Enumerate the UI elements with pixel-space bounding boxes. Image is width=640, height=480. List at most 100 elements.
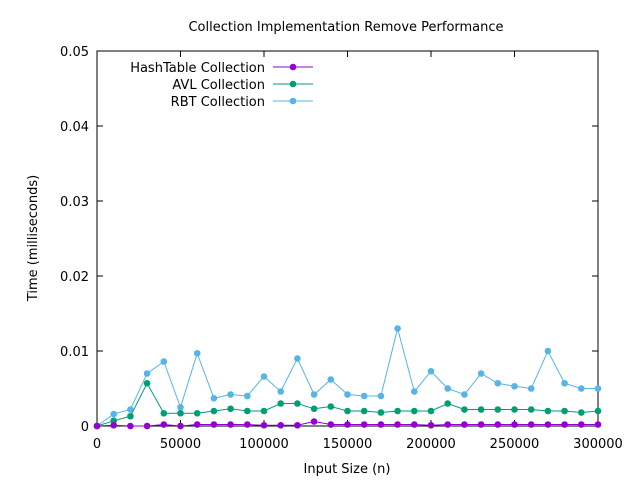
data-point-hashtable-collection [160, 421, 168, 428]
data-point-hashtable-collection [177, 422, 184, 430]
data-point-hashtable-collection [210, 421, 218, 428]
data-point-avl-collection [193, 409, 201, 417]
data-point-rbt-collection [127, 406, 134, 413]
data-point-rbt-collection [427, 367, 435, 375]
legend-label: RBT Collection [171, 95, 265, 110]
series-line-avl-collection [96, 382, 599, 427]
legend-swatch-marker [289, 97, 297, 105]
data-point-rbt-collection [294, 355, 301, 362]
data-point-hashtable-collection [127, 422, 134, 430]
data-point-hashtable-collection [193, 421, 201, 428]
x-tick-label: 300000 [573, 437, 623, 452]
data-point-hashtable-collection [578, 421, 585, 428]
data-point-hashtable-collection [461, 421, 468, 428]
data-point-hashtable-collection [411, 421, 418, 428]
legend-label: HashTable Collection [130, 61, 265, 76]
data-point-hashtable-collection [444, 421, 452, 428]
data-point-rbt-collection [193, 349, 201, 357]
data-point-avl-collection [427, 407, 435, 415]
y-tick-label: 0.02 [60, 270, 89, 285]
data-point-rbt-collection [544, 347, 552, 355]
data-point-avl-collection [260, 407, 268, 415]
data-point-avl-collection [377, 409, 385, 416]
data-point-rbt-collection [277, 388, 285, 395]
data-point-avl-collection [594, 407, 602, 415]
data-point-rbt-collection [310, 391, 318, 398]
data-point-hashtable-collection [427, 421, 435, 429]
data-point-avl-collection [143, 379, 151, 387]
data-point-hashtable-collection [327, 421, 335, 428]
data-point-avl-collection [511, 406, 518, 413]
data-point-avl-collection [544, 407, 552, 415]
data-point-rbt-collection [244, 392, 251, 400]
data-point-rbt-collection [411, 388, 418, 395]
data-point-avl-collection [160, 409, 168, 417]
x-tick-label: 150000 [323, 437, 373, 452]
data-point-rbt-collection [344, 391, 351, 398]
data-point-avl-collection [210, 407, 218, 415]
data-point-avl-collection [411, 407, 418, 415]
data-point-hashtable-collection [360, 421, 368, 428]
data-point-hashtable-collection [227, 421, 234, 428]
y-tick-label: 0.04 [60, 120, 89, 135]
data-point-hashtable-collection [527, 421, 535, 428]
data-point-rbt-collection [227, 391, 234, 398]
series-rbt-collection [93, 325, 602, 430]
data-point-hashtable-collection [143, 422, 151, 430]
data-point-hashtable-collection [277, 421, 285, 429]
y-tick-label: 0.03 [60, 195, 89, 210]
data-point-rbt-collection [494, 379, 502, 387]
data-point-avl-collection [294, 400, 301, 407]
data-point-rbt-collection [594, 385, 602, 392]
data-point-hashtable-collection [494, 421, 502, 428]
data-point-avl-collection [277, 400, 285, 407]
data-point-avl-collection [477, 406, 485, 413]
data-point-hashtable-collection [244, 421, 251, 428]
data-point-hashtable-collection [110, 421, 117, 429]
legend-label: AVL Collection [172, 78, 265, 93]
data-point-hashtable-collection [394, 421, 401, 428]
x-tick-label: 100000 [239, 437, 289, 452]
data-point-rbt-collection [394, 325, 401, 332]
axis-ticks: 0 50000 100000 150000 200000 250000 300000 0 0.0… [60, 45, 623, 452]
data-point-hashtable-collection [377, 421, 385, 428]
legend-swatch-marker [289, 63, 297, 71]
data-point-hashtable-collection [561, 421, 568, 428]
data-point-avl-collection [461, 406, 468, 413]
data-point-avl-collection [310, 405, 318, 413]
data-point-rbt-collection [260, 373, 268, 380]
data-point-rbt-collection [444, 385, 452, 392]
data-point-avl-collection [177, 409, 184, 417]
data-point-avl-collection [244, 407, 251, 415]
data-point-avl-collection [394, 407, 401, 415]
data-point-hashtable-collection [260, 421, 268, 429]
data-point-rbt-collection [527, 385, 535, 392]
data-point-avl-collection [344, 407, 351, 415]
x-tick-label: 50000 [160, 437, 201, 452]
y-tick-label: 0.05 [60, 45, 89, 60]
data-point-rbt-collection [327, 376, 335, 383]
data-point-avl-collection [494, 406, 502, 413]
data-point-rbt-collection [210, 394, 218, 402]
data-point-rbt-collection [477, 370, 485, 377]
data-point-hashtable-collection [477, 421, 485, 428]
data-point-rbt-collection [110, 410, 117, 418]
data-point-avl-collection [527, 406, 535, 413]
series-layer [93, 325, 602, 430]
data-point-avl-collection [578, 409, 585, 416]
data-point-rbt-collection [511, 382, 518, 390]
data-point-avl-collection [327, 403, 335, 410]
data-point-rbt-collection [377, 392, 385, 400]
data-point-hashtable-collection [93, 422, 101, 430]
data-point-hashtable-collection [544, 421, 552, 428]
data-point-rbt-collection [143, 370, 151, 377]
data-point-hashtable-collection [310, 418, 318, 425]
y-axis-label: Time (milliseconds) [26, 175, 41, 302]
data-point-hashtable-collection [511, 421, 518, 428]
legend: HashTable Collection AVL Collection RBT Co… [130, 61, 313, 110]
x-axis-label: Input Size (n) [304, 462, 391, 477]
data-point-hashtable-collection [594, 421, 602, 428]
x-tick-label: 250000 [490, 437, 540, 452]
x-tick-label: 0 [93, 437, 101, 452]
